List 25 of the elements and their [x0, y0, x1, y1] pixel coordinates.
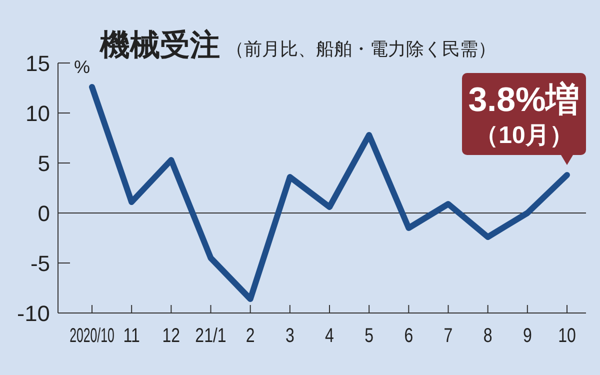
annotation: 3.8%増 （10月）: [462, 73, 586, 165]
y-tick-label: -5: [30, 251, 50, 276]
y-tick-label: -10: [17, 301, 50, 326]
x-tick-label: 9: [522, 324, 532, 346]
x-tick-label: 5: [364, 324, 374, 346]
y-tick-label: 0: [38, 201, 50, 226]
x-tick-label: 4: [325, 324, 334, 346]
chart-subtitle: （前月比、船舶・電力除く民需）: [226, 39, 496, 59]
annotation: 3.8%増: [468, 80, 580, 119]
x-tick-label: 11: [123, 324, 140, 346]
y-tick-label: 15: [26, 51, 50, 76]
x-tick-label: 2: [246, 324, 255, 346]
y-axis-title: %: [74, 57, 90, 77]
x-tick-label: 2020/10: [70, 324, 114, 347]
y-tick-label: 5: [38, 151, 50, 176]
x-tick-label: 21/1: [195, 324, 226, 346]
x-tick-label: 12: [162, 324, 180, 346]
chart-title: 機械受注: [99, 28, 220, 62]
x-tick-label: 6: [404, 324, 414, 346]
x-tick-label: 7: [444, 324, 453, 346]
y-tick-label: 10: [26, 101, 50, 126]
annotation: （10月）: [474, 122, 574, 149]
x-tick-label: 8: [483, 324, 492, 346]
x-tick-label: 10: [558, 324, 576, 346]
x-tick-label: 3: [285, 324, 294, 346]
